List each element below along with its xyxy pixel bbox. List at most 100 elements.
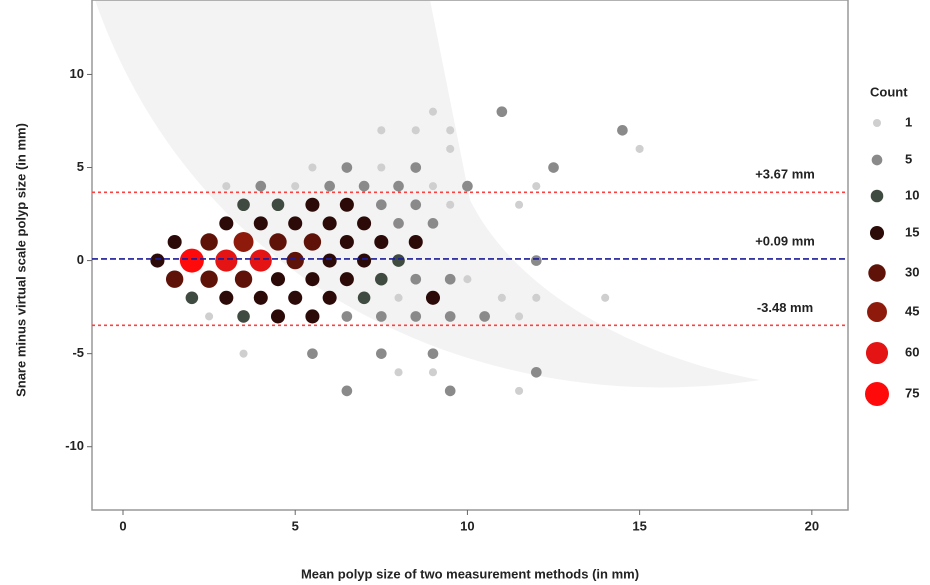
bubble bbox=[446, 126, 455, 135]
bubble bbox=[269, 233, 287, 251]
bubble bbox=[270, 309, 286, 324]
reference-label: +3.67 mm bbox=[755, 167, 815, 182]
plot-frame bbox=[91, 0, 849, 511]
x-tick-label: 20 bbox=[805, 518, 819, 533]
bubble bbox=[377, 163, 386, 172]
legend-label: 5 bbox=[905, 151, 912, 166]
bubble bbox=[532, 293, 541, 302]
y-tick-label: 10 bbox=[70, 66, 84, 81]
bubble bbox=[357, 253, 372, 268]
bubble bbox=[253, 216, 268, 231]
x-tick-label: 15 bbox=[632, 518, 646, 533]
bubble bbox=[530, 366, 542, 378]
bubble bbox=[233, 231, 254, 252]
legend-marker bbox=[868, 264, 886, 282]
x-axis-label: Mean polyp size of two measurement metho… bbox=[301, 566, 639, 581]
y-tick-label: -5 bbox=[72, 345, 84, 360]
bubble bbox=[515, 312, 524, 321]
bubble bbox=[428, 368, 438, 377]
bubble bbox=[270, 272, 286, 287]
bubble bbox=[515, 200, 524, 209]
bubble bbox=[462, 180, 473, 192]
bubble bbox=[617, 124, 628, 136]
legend-label: 75 bbox=[905, 385, 919, 400]
bubble bbox=[357, 216, 372, 231]
bubble bbox=[410, 273, 422, 285]
bubble bbox=[341, 162, 353, 173]
bubble bbox=[444, 311, 456, 322]
y-tick-label: 0 bbox=[77, 252, 84, 267]
bubble bbox=[532, 182, 541, 191]
bubble bbox=[425, 290, 440, 305]
bubble bbox=[410, 162, 422, 173]
bubble bbox=[530, 255, 542, 266]
bubble bbox=[497, 293, 506, 302]
bubble bbox=[185, 291, 199, 305]
bubble bbox=[601, 293, 610, 302]
bubble bbox=[339, 197, 354, 212]
legend-label: 10 bbox=[905, 187, 919, 202]
bubble bbox=[307, 348, 318, 359]
legend-title: Count bbox=[870, 84, 908, 99]
bubble bbox=[548, 162, 559, 173]
legend-label: 45 bbox=[905, 303, 919, 318]
bubble bbox=[339, 234, 354, 249]
bubble bbox=[237, 310, 250, 323]
bubble bbox=[219, 290, 234, 305]
bubble bbox=[324, 180, 335, 192]
x-tick-label: 5 bbox=[292, 518, 299, 533]
bubble bbox=[393, 180, 404, 192]
bubble bbox=[394, 368, 403, 377]
bubble bbox=[200, 233, 218, 251]
bubble bbox=[410, 199, 422, 211]
bubble bbox=[150, 253, 165, 268]
y-tick-label: -10 bbox=[65, 438, 84, 453]
bubble bbox=[253, 290, 268, 305]
bubble bbox=[341, 311, 353, 322]
legend-marker bbox=[865, 341, 889, 365]
bubble bbox=[322, 216, 337, 231]
bubble bbox=[427, 218, 439, 229]
bubble bbox=[341, 385, 353, 397]
bubble bbox=[496, 106, 508, 118]
bubble bbox=[428, 107, 438, 116]
legend-marker bbox=[865, 382, 889, 406]
x-tick-label: 0 bbox=[119, 518, 126, 533]
bubble bbox=[358, 180, 370, 192]
bubble bbox=[305, 272, 320, 287]
bubble bbox=[635, 144, 644, 153]
y-tick-label: 5 bbox=[77, 159, 84, 174]
bubble bbox=[234, 270, 253, 288]
bubble bbox=[375, 311, 387, 322]
bubble bbox=[357, 291, 371, 305]
legend-marker bbox=[871, 154, 883, 166]
bubble bbox=[179, 248, 204, 273]
bubble bbox=[393, 218, 404, 229]
bubble bbox=[322, 253, 337, 268]
bubble bbox=[375, 348, 387, 359]
bubble bbox=[239, 349, 248, 358]
bubble bbox=[408, 234, 423, 249]
legend-marker bbox=[867, 302, 887, 322]
bubble bbox=[392, 254, 405, 267]
bubble bbox=[200, 270, 218, 288]
bubble bbox=[515, 386, 524, 395]
legend-label: 30 bbox=[905, 264, 919, 279]
bubble bbox=[219, 216, 234, 231]
bubble bbox=[305, 309, 320, 324]
legend-marker bbox=[872, 118, 882, 128]
bubble bbox=[375, 199, 387, 211]
bubble bbox=[463, 275, 472, 284]
bubble bbox=[205, 312, 214, 321]
bubble bbox=[308, 163, 317, 172]
bubble bbox=[444, 273, 456, 285]
bubble bbox=[446, 144, 455, 153]
x-tick-label: 10 bbox=[460, 518, 474, 533]
bubble bbox=[165, 270, 184, 288]
bubble bbox=[288, 216, 303, 231]
reference-label: +0.09 mm bbox=[755, 233, 815, 248]
bubble bbox=[428, 182, 438, 191]
legend-marker bbox=[870, 189, 884, 203]
legend-label: 1 bbox=[905, 114, 912, 129]
